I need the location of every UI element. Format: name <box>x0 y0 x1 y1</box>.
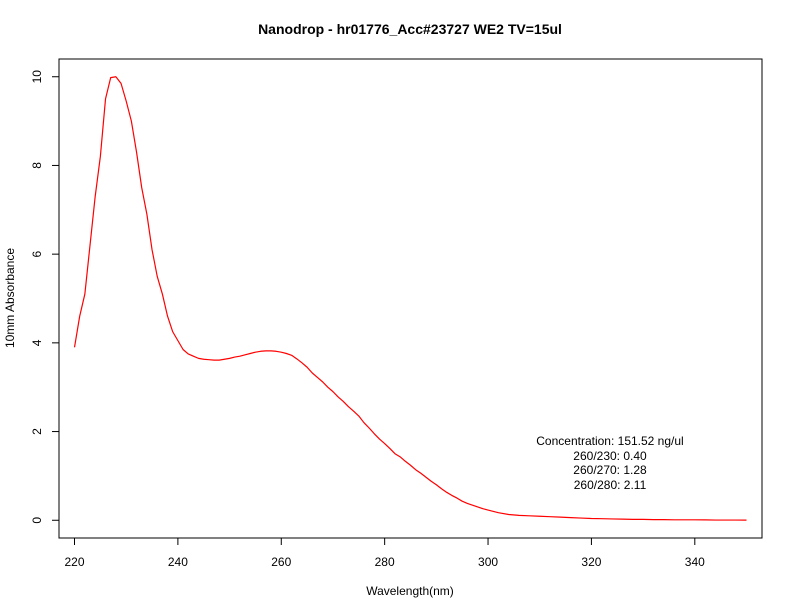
x-axis: 220 240 260 280 300 320 340 <box>64 538 705 569</box>
x-axis-label: Wavelength(nm) <box>366 584 454 598</box>
y-tick-label: 4 <box>30 339 44 346</box>
x-tick-label: 260 <box>271 555 291 569</box>
absorbance-series-line <box>73 76 747 521</box>
annotation-ratio-260-230: 260/230: 0.40 <box>573 449 647 463</box>
x-tick-label: 340 <box>685 555 705 569</box>
chart-title: Nanodrop - hr01776_Acc#23727 WE2 TV=15ul <box>258 21 562 37</box>
plot-frame <box>58 58 763 539</box>
annotation-ratio-260-280: 260/280: 2.11 <box>574 478 647 492</box>
x-tick-label: 320 <box>581 555 601 569</box>
annotation-block: Concentration: 151.52 ng/ul 260/230: 0.4… <box>536 434 683 492</box>
y-axis: 0 2 4 6 8 10 <box>30 70 59 524</box>
y-tick-label: 8 <box>30 162 44 169</box>
y-tick-label: 6 <box>30 250 44 257</box>
y-tick-label: 2 <box>30 428 44 435</box>
x-tick-label: 240 <box>168 555 188 569</box>
x-tick-label: 300 <box>478 555 498 569</box>
y-tick-label: 0 <box>30 517 44 524</box>
annotation-ratio-260-270: 260/270: 1.28 <box>573 463 647 477</box>
annotation-concentration: Concentration: 151.52 ng/ul <box>536 434 683 448</box>
x-tick-label: 280 <box>375 555 395 569</box>
y-tick-label: 10 <box>30 70 44 84</box>
y-axis-label: 10mm Absorbance <box>3 248 17 348</box>
x-tick-label: 220 <box>64 555 84 569</box>
